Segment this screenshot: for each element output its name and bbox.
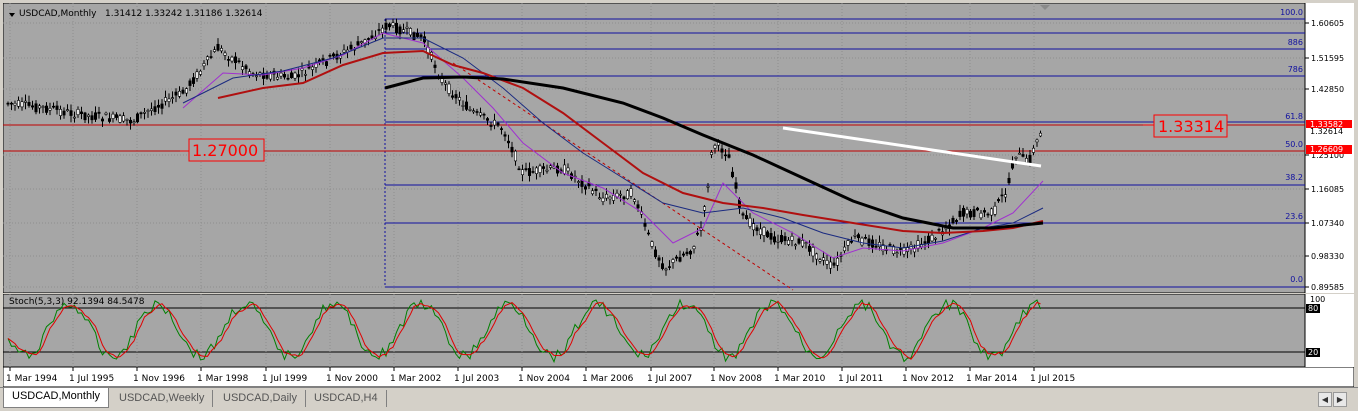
fib-level-label: 38.2: [1285, 173, 1303, 182]
price-tick-label: 1.25100: [1311, 151, 1344, 160]
price-tick-label: 1.16085: [1311, 185, 1344, 194]
tab-scroll-left-icon[interactable]: ◀: [1318, 392, 1332, 407]
fib-level-label: 886: [1288, 38, 1303, 47]
tab-usdcad-weekly[interactable]: USDCAD,Weekly: [111, 390, 214, 407]
price-label-current-box: [1306, 128, 1352, 136]
fib-level-label: 786: [1288, 65, 1303, 74]
tab-usdcad-monthly[interactable]: USDCAD,Monthly: [3, 388, 110, 408]
date-label: 1 Jul 2015: [1030, 374, 1075, 384]
price-label-upper-box: [1306, 120, 1352, 129]
fib-level-label: 61.8: [1285, 112, 1303, 121]
annotation-box-left[interactable]: [188, 138, 265, 162]
tab-usdcad-h4[interactable]: USDCAD,H4: [306, 390, 387, 407]
stoch-axis-100: 100: [1310, 295, 1325, 304]
stochastic-indicator[interactable]: Stoch(5,3,3) 92.1394 84.5478 100 80 20: [3, 294, 1354, 367]
price-tick-label: 0.89585: [1311, 283, 1344, 292]
main-price-chart[interactable]: 100.0 886 786 61.8 50.0 38.2 23.6 0.0 USDCAD,Mo…: [3, 3, 1354, 293]
date-label: 1 Mar 2010: [774, 374, 826, 384]
date-label: 1 Nov 1996: [133, 374, 185, 384]
date-label: 1 Jul 1999: [262, 374, 307, 384]
moving-average-red: [217, 49, 1044, 235]
ohlc-values: 1.31412 1.33242 1.31186 1.32614: [105, 9, 263, 19]
scroll-marker-icon[interactable]: [1040, 5, 1050, 10]
moving-average-purple: [182, 32, 1044, 259]
price-label-lower: 1.26609: [1310, 145, 1343, 154]
date-label: 1 Jul 2011: [838, 374, 883, 384]
price-tick-label: 1.42850: [1311, 85, 1344, 94]
price-axis: 1.60605 1.51595 1.42850 1.25100 1.16085 1.073…: [1305, 19, 1344, 292]
price-tick-label: 1.07340: [1311, 219, 1344, 228]
fib-level-label: 100.0: [1280, 8, 1303, 17]
annotation-level-left: 1.27000: [192, 141, 258, 160]
annotation-level-right: 1.33314: [1158, 117, 1224, 136]
stoch-axis-20: 20: [1308, 348, 1318, 357]
white-trendline[interactable]: [782, 126, 1042, 168]
tab-usdcad-daily[interactable]: USDCAD,Daily: [215, 390, 306, 407]
price-tick-label: 1.51595: [1311, 54, 1344, 63]
fib-level-label: 50.0: [1285, 140, 1303, 149]
date-label: 1 Jul 2003: [454, 374, 499, 384]
chart-tab-bar: USDCAD,Monthly USDCAD,Weekly USDCAD,Dail…: [0, 387, 1358, 411]
price-label-lower-box: [1306, 145, 1352, 154]
moving-average-blue: [182, 37, 1044, 249]
moving-average-black: [384, 75, 1044, 230]
tab-scroll-right-icon[interactable]: ▶: [1333, 392, 1347, 407]
dashed-trendline[interactable]: [452, 62, 794, 291]
date-label: 1 Mar 2014: [966, 374, 1018, 384]
date-label: 1 Nov 2012: [902, 374, 954, 384]
date-axis: 1 Mar 1994 1 Jul 1995 1 Nov 1996 1 Mar 1998…: [3, 367, 1354, 387]
price-tick-label: 1.60605: [1311, 19, 1344, 28]
candlestick-series: [6, 18, 1043, 276]
date-label: 1 Nov 2004: [518, 374, 570, 384]
date-label: 1 Nov 2008: [710, 374, 762, 384]
stoch-label: Stoch(5,3,3) 92.1394 84.5478: [9, 297, 145, 307]
stoch-background: [3, 294, 1354, 367]
stoch-signal-line: [7, 300, 1041, 360]
date-label: 1 Jul 2007: [647, 374, 692, 384]
price-tick-label: 0.98330: [1311, 252, 1344, 261]
stoch-axis-80: 80: [1308, 304, 1318, 313]
date-label: 1 Mar 2006: [582, 374, 634, 384]
date-label: 1 Mar 1994: [6, 374, 58, 384]
price-label-current: 1.32614: [1310, 127, 1343, 136]
date-label: 1 Jul 1995: [69, 374, 114, 384]
chart-menu-icon[interactable]: [9, 13, 15, 17]
fib-level-label: 0.0: [1290, 275, 1303, 284]
date-label: 1 Mar 2002: [390, 374, 441, 384]
annotation-box-right[interactable]: [1153, 114, 1228, 138]
price-label-upper: 1.33582: [1310, 120, 1343, 129]
symbol-label: USDCAD,Monthly: [19, 9, 97, 19]
date-label: 1 Nov 2000: [326, 374, 378, 384]
date-label: 1 Mar 1998: [197, 374, 249, 384]
fib-level-label: 23.6: [1285, 212, 1303, 221]
